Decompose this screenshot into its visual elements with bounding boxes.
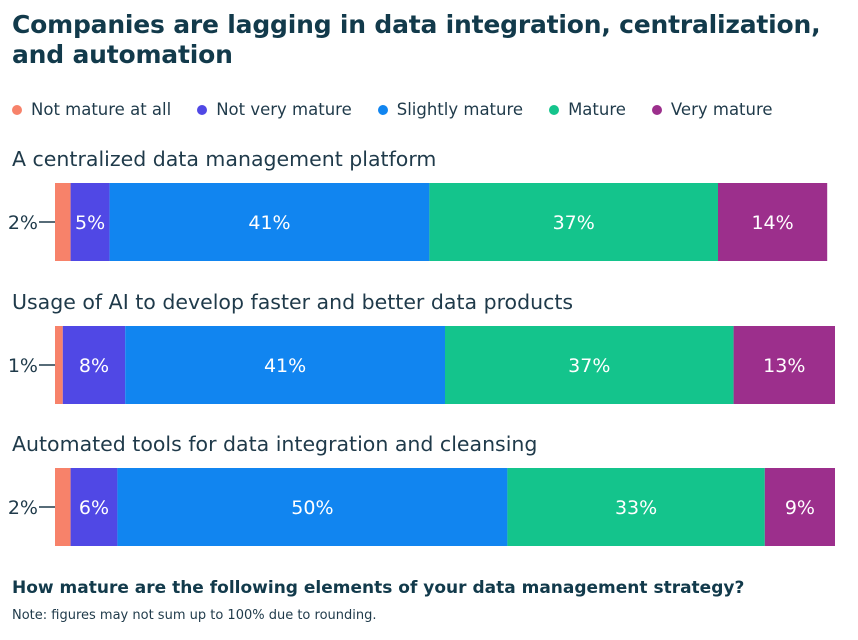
legend-item-not-mature-at-all: Not mature at all xyxy=(12,100,171,119)
bar-segment-not-very-mature xyxy=(70,183,110,261)
data-label: 2% xyxy=(8,212,38,234)
bar-segment-mature xyxy=(429,183,718,261)
bar-segment-very-mature xyxy=(733,326,835,404)
data-label: 5% xyxy=(75,212,105,234)
data-label: 9% xyxy=(785,497,815,519)
data-label: 37% xyxy=(568,355,610,377)
data-label: 8% xyxy=(79,355,109,377)
category-label: Usage of AI to develop faster and better… xyxy=(12,290,573,314)
data-label: 37% xyxy=(553,212,595,234)
legend-label: Mature xyxy=(568,100,626,119)
bar-segment-mature xyxy=(507,468,765,546)
bar-segment-slightly-mature xyxy=(109,183,430,261)
bar-segment-not-very-mature xyxy=(62,326,126,404)
data-label: 41% xyxy=(248,212,290,234)
legend-swatch xyxy=(197,104,208,115)
data-label: 6% xyxy=(79,497,109,519)
legend-item-very-mature: Very mature xyxy=(651,100,773,119)
legend-item-mature: Mature xyxy=(549,100,626,119)
bar-segment-not-very-mature xyxy=(70,468,118,546)
legend-swatch xyxy=(12,104,22,115)
data-label: 50% xyxy=(291,497,333,519)
bar-segment-very-mature xyxy=(718,183,828,261)
legend-swatch xyxy=(377,104,388,115)
bar-segment-very-mature xyxy=(764,468,835,546)
data-label: 41% xyxy=(264,355,306,377)
category-label: A centralized data management platform xyxy=(12,147,436,171)
bar-segment-slightly-mature xyxy=(117,468,508,546)
data-label: 33% xyxy=(615,497,657,519)
legend-swatch xyxy=(549,104,560,115)
data-label: 14% xyxy=(751,212,793,234)
legend-item-not-very-mature: Not very mature xyxy=(197,100,352,119)
legend-item-slightly-mature: Slightly mature xyxy=(377,100,524,119)
bar-segment-not-mature-at-all xyxy=(55,468,71,546)
data-label: 1% xyxy=(8,355,38,377)
bar-segment-not-mature-at-all xyxy=(55,183,71,261)
data-label: 2% xyxy=(8,497,38,519)
chart-title: Companies are lagging in data integratio… xyxy=(12,10,821,69)
bar-segment-mature xyxy=(445,326,734,404)
category-label: Automated tools for data integration and… xyxy=(12,432,537,456)
legend-label: Very mature xyxy=(670,100,773,119)
bar-segment-slightly-mature xyxy=(125,326,445,404)
legend-label: Slightly mature xyxy=(396,100,524,119)
legend: Not mature at all Not very mature Slight… xyxy=(12,100,858,119)
legend-label: Not mature at all xyxy=(31,100,172,119)
bar-segment-not-mature-at-all xyxy=(55,326,63,404)
data-label: 13% xyxy=(763,355,805,377)
survey-question: How mature are the following elements of… xyxy=(12,578,745,598)
footnote: Note: figures may not sum up to 100% due… xyxy=(12,608,377,623)
legend-swatch xyxy=(651,104,662,115)
legend-label: Not very mature xyxy=(216,100,352,119)
